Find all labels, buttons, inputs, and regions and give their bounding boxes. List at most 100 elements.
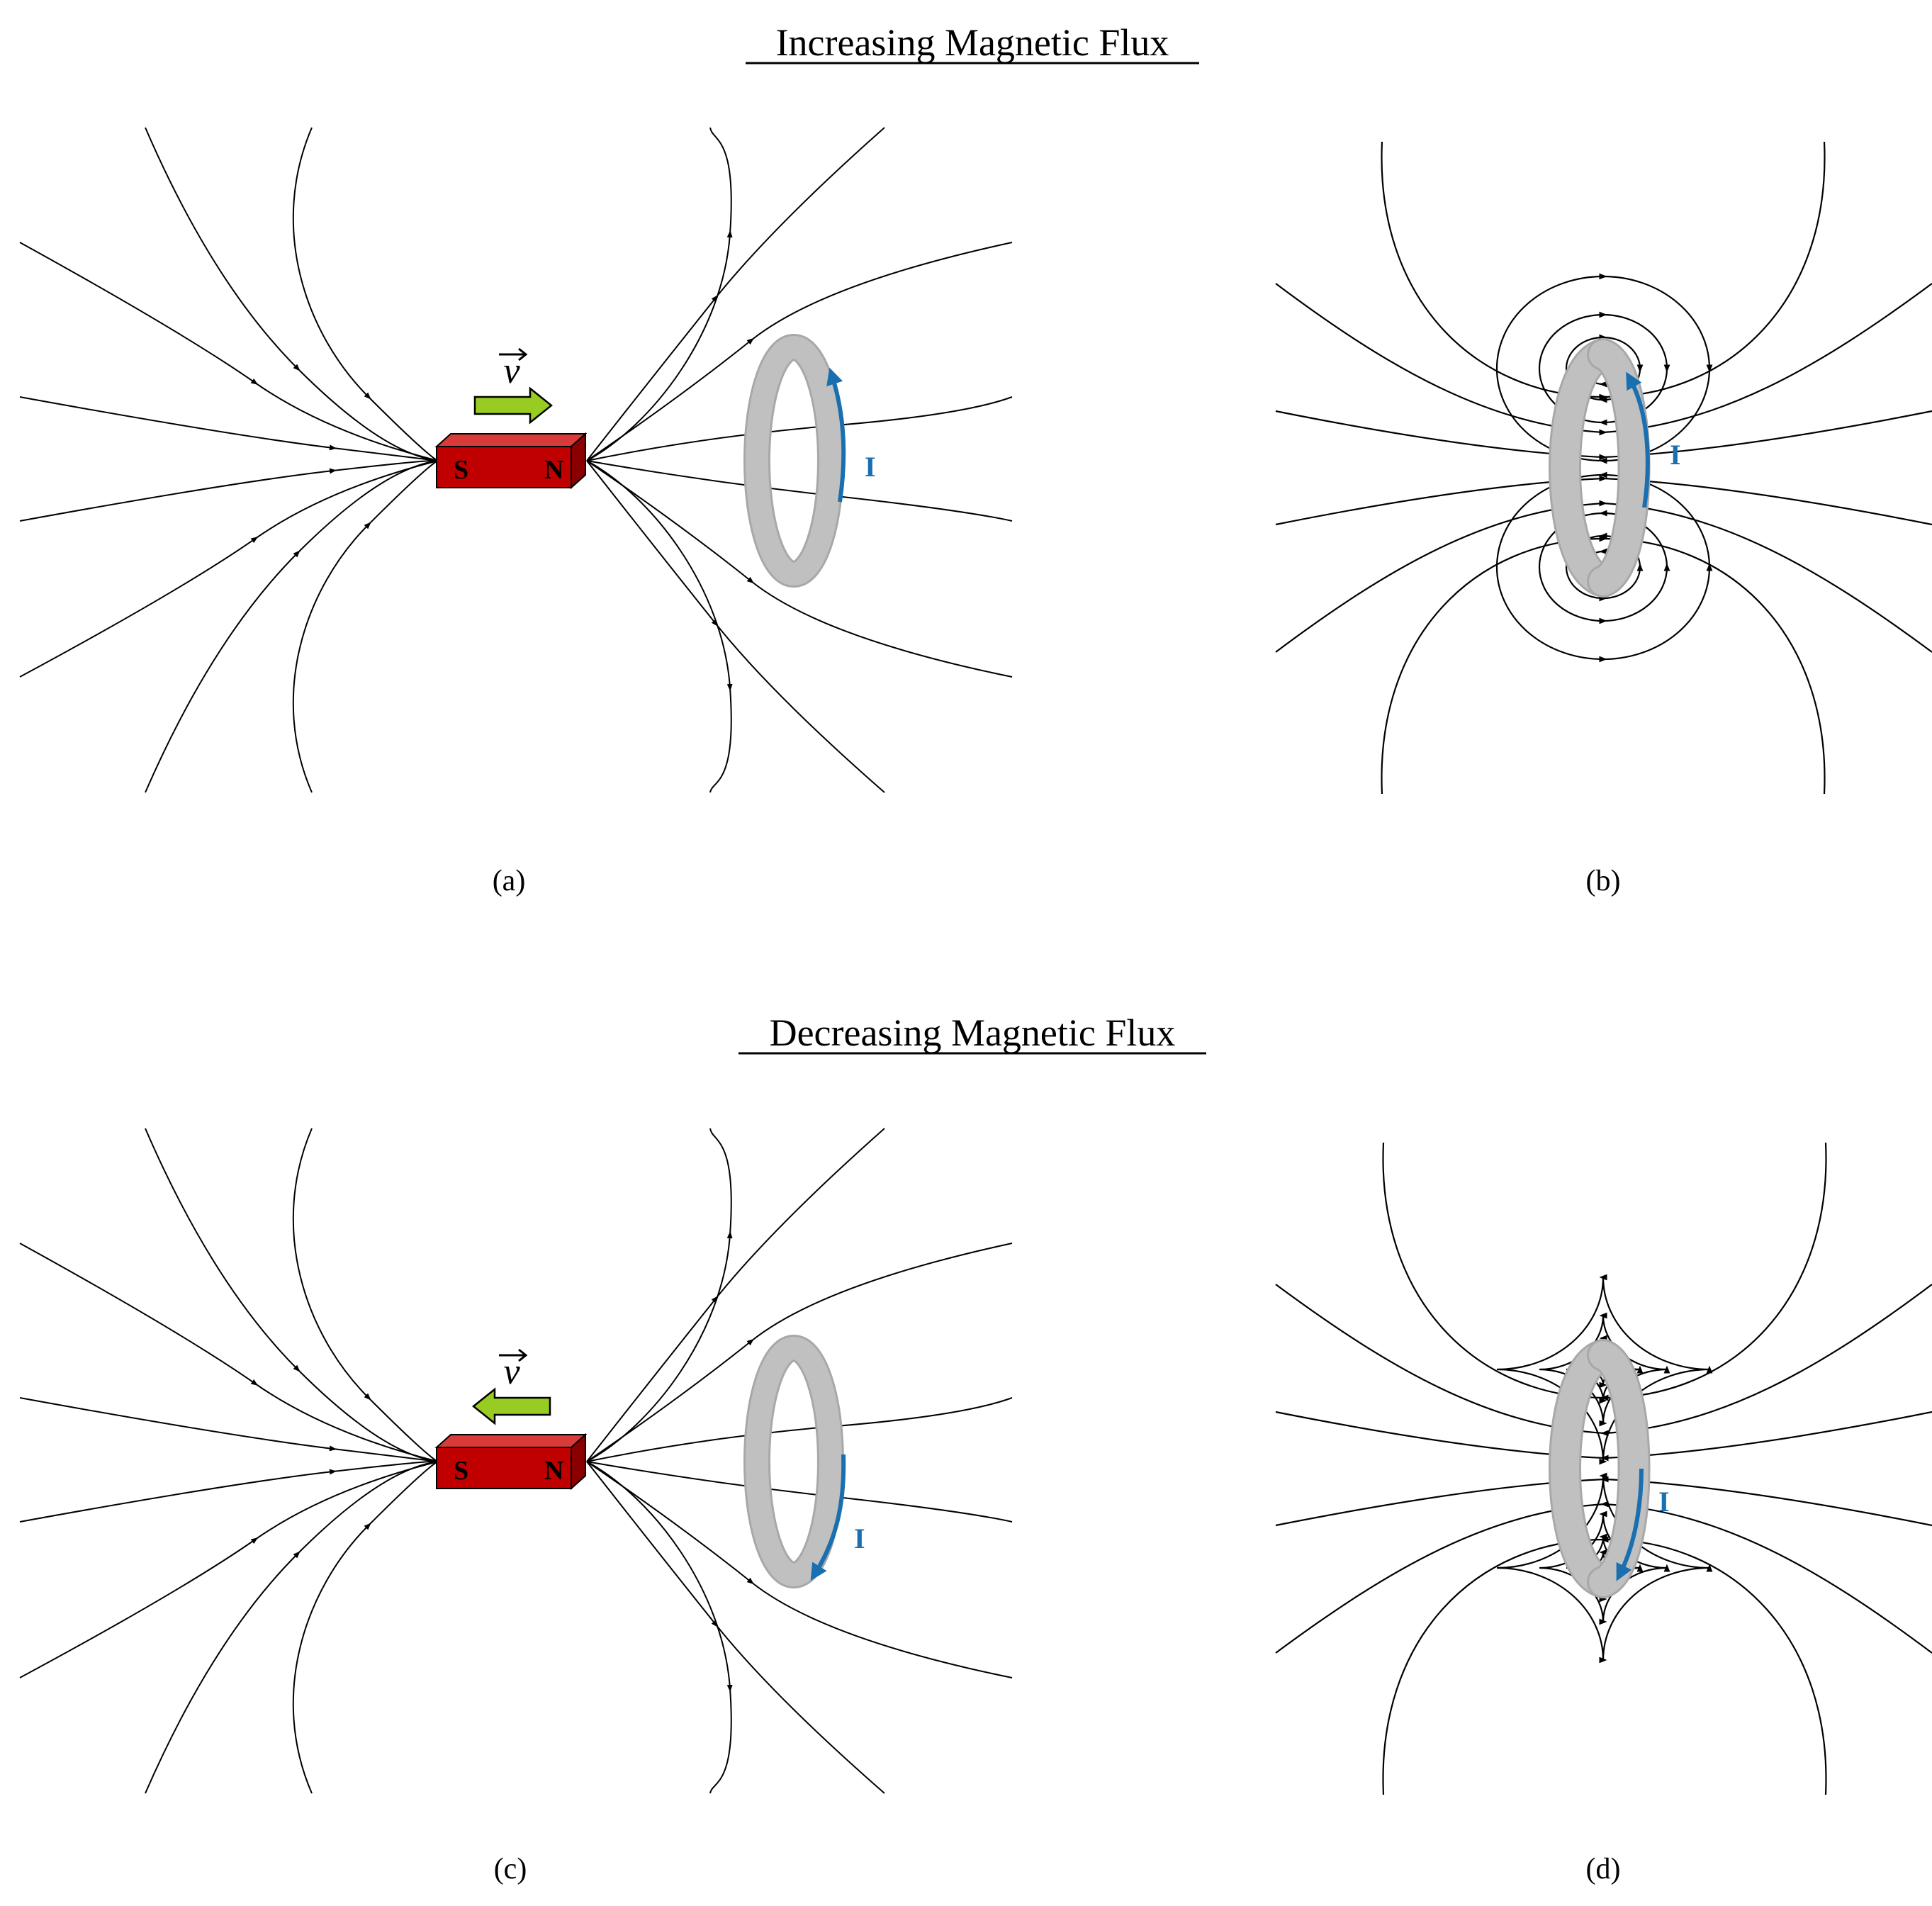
magnet-field-lines bbox=[19, 127, 1013, 793]
field-line bbox=[1275, 1476, 1932, 1527]
field-line bbox=[586, 1461, 1013, 1678]
field-line bbox=[1275, 1284, 1932, 1437]
field-line bbox=[19, 460, 439, 678]
panel-c-magnet-receding: S NvI bbox=[19, 1128, 1013, 1794]
field-line bbox=[1275, 410, 1932, 461]
current-arrow: I bbox=[1626, 371, 1681, 508]
field-line bbox=[1275, 500, 1932, 653]
velocity-label: v bbox=[503, 1352, 520, 1392]
field-line bbox=[19, 396, 439, 461]
field-line bbox=[1382, 1142, 1827, 1401]
velocity-label: v bbox=[503, 351, 520, 391]
field-line bbox=[145, 1128, 439, 1462]
current-label: I bbox=[854, 1523, 865, 1554]
field-line bbox=[1275, 283, 1932, 436]
field-line bbox=[1381, 535, 1826, 795]
magnet-front-face bbox=[436, 1447, 572, 1489]
panel-d-induced-field: I bbox=[1275, 1142, 1932, 1795]
current-label: I bbox=[1658, 1486, 1670, 1518]
field-line bbox=[292, 460, 439, 793]
north-pole-label: N bbox=[544, 1456, 563, 1486]
field-line bbox=[292, 127, 439, 461]
current-loop bbox=[1549, 1339, 1651, 1598]
panel-b-induced-field: I bbox=[1275, 141, 1932, 795]
field-line bbox=[586, 127, 885, 461]
south-pole-label: S bbox=[454, 1456, 468, 1486]
velocity-arrow-shape bbox=[473, 386, 554, 425]
field-line bbox=[145, 127, 439, 461]
magnet-front-face bbox=[436, 446, 572, 488]
svg-text:Increasing Magnetic Flux: Increasing Magnetic Flux bbox=[776, 21, 1169, 64]
field-line bbox=[19, 1243, 439, 1462]
field-line bbox=[145, 460, 439, 793]
north-pole-label: N bbox=[544, 455, 563, 485]
current-label: I bbox=[865, 451, 876, 483]
loop-ring bbox=[746, 336, 842, 585]
field-line bbox=[586, 242, 1013, 461]
heading-increasing: Increasing Magnetic Flux bbox=[746, 21, 1199, 65]
velocity-arrow: v bbox=[471, 1348, 551, 1425]
field-line bbox=[586, 1243, 1013, 1462]
panel-a-magnet-approaching: S NvI bbox=[19, 127, 1013, 793]
panel-label-a: (a) bbox=[493, 865, 526, 897]
field-line bbox=[586, 460, 885, 793]
field-line bbox=[145, 1461, 439, 1794]
conducting-loop bbox=[743, 334, 844, 588]
field-line bbox=[1496, 1472, 1713, 1664]
current-label: I bbox=[1670, 439, 1681, 471]
field-line bbox=[19, 242, 439, 461]
current-arrow-path bbox=[826, 367, 846, 503]
current-arrow-path bbox=[1626, 371, 1650, 508]
panel-label-d: (d) bbox=[1586, 1853, 1621, 1885]
current-arrow: I bbox=[826, 367, 876, 503]
magnet-top-face bbox=[434, 433, 588, 447]
current-arrow-path bbox=[810, 1454, 846, 1581]
loop-back-face bbox=[1551, 1341, 1617, 1596]
field-line bbox=[586, 1461, 733, 1794]
field-line bbox=[1381, 141, 1826, 400]
vector-hat bbox=[499, 347, 528, 361]
field-line bbox=[292, 1461, 439, 1794]
current-loop bbox=[1549, 338, 1651, 598]
field-line bbox=[586, 1461, 885, 1794]
field-line bbox=[586, 1128, 885, 1462]
field-line bbox=[1382, 1536, 1827, 1795]
field-line bbox=[586, 460, 1013, 678]
field-line bbox=[19, 459, 439, 522]
field-line bbox=[586, 1128, 733, 1462]
magnet-field-lines bbox=[19, 1128, 1013, 1794]
loop-ring bbox=[746, 1337, 842, 1586]
south-pole-label: S bbox=[454, 455, 468, 485]
field-line bbox=[1275, 1501, 1932, 1654]
magnet-top-face bbox=[434, 1434, 588, 1448]
heading-decreasing: Decreasing Magnetic Flux bbox=[738, 1011, 1206, 1055]
svg-text:Decreasing Magnetic Flux: Decreasing Magnetic Flux bbox=[770, 1011, 1176, 1054]
panel-label-c: (c) bbox=[494, 1853, 527, 1885]
field-line bbox=[586, 1397, 1013, 1462]
current-arrow: I bbox=[810, 1454, 865, 1581]
field-line bbox=[586, 396, 1013, 461]
field-line bbox=[1275, 475, 1932, 526]
current-arrow: I bbox=[1616, 1468, 1670, 1581]
loop-back-face bbox=[1551, 340, 1617, 595]
conducting-loop bbox=[743, 1335, 844, 1588]
velocity-arrow-shape bbox=[471, 1387, 551, 1425]
field-line bbox=[1496, 1274, 1713, 1465]
field-line bbox=[19, 1460, 439, 1523]
loop-field-lines bbox=[1275, 141, 1932, 795]
field-line bbox=[586, 460, 733, 793]
field-line bbox=[1275, 1411, 1932, 1462]
panel-label-b: (b) bbox=[1586, 865, 1621, 897]
field-line bbox=[292, 1128, 439, 1462]
loop-field-lines bbox=[1275, 1142, 1932, 1795]
field-line bbox=[19, 1461, 439, 1678]
field-line bbox=[19, 1397, 439, 1462]
loop-front-face bbox=[1589, 340, 1649, 595]
current-arrow-path bbox=[1616, 1468, 1644, 1581]
field-line bbox=[586, 127, 733, 461]
velocity-arrow: v bbox=[473, 347, 554, 425]
vector-hat bbox=[499, 1348, 528, 1362]
